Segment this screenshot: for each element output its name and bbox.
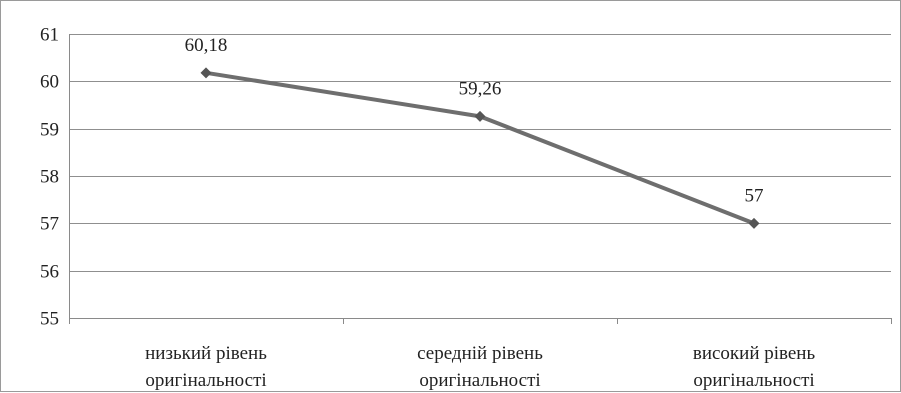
x-category-label: високий рівень <box>693 343 816 364</box>
x-category-label: середній рівень <box>417 343 543 364</box>
y-tick-label: 58 <box>40 167 59 188</box>
data-point-marker <box>200 67 212 79</box>
y-tick-label: 57 <box>40 214 59 235</box>
data-point-marker <box>748 217 760 229</box>
y-tick-label: 60 <box>40 72 59 93</box>
x-category-label: оригінальності <box>693 370 814 391</box>
data-label: 60,18 <box>185 35 228 56</box>
x-category-label: оригінальності <box>419 370 540 391</box>
data-label: 57 <box>745 185 764 206</box>
data-label: 59,26 <box>459 78 502 99</box>
x-category-label: оригінальності <box>145 370 266 391</box>
y-tick-label: 55 <box>40 309 59 330</box>
x-category-label: низький рівень <box>145 343 267 364</box>
y-tick-label: 61 <box>40 25 59 46</box>
y-tick-label: 59 <box>40 120 59 141</box>
data-point-marker <box>474 110 486 122</box>
y-tick-label: 56 <box>40 262 59 283</box>
